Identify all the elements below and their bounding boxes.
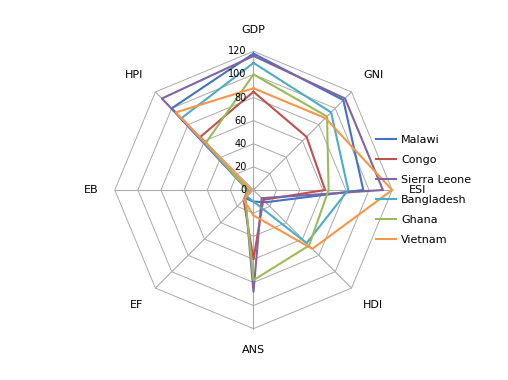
Text: EB: EB (83, 185, 98, 195)
Text: 40: 40 (234, 139, 246, 149)
Text: 120: 120 (228, 46, 246, 56)
Text: GNI: GNI (363, 70, 384, 80)
Text: 0: 0 (240, 185, 246, 195)
Text: ANS: ANS (242, 345, 265, 355)
Text: ESI: ESI (409, 185, 426, 195)
Text: 20: 20 (234, 162, 246, 172)
Legend: Malawi, Congo, Sierra Leone, Bangladesh, Ghana, Vietnam: Malawi, Congo, Sierra Leone, Bangladesh,… (371, 131, 476, 249)
Text: 80: 80 (234, 93, 246, 103)
Text: 60: 60 (234, 116, 246, 126)
Text: 100: 100 (228, 70, 246, 79)
Text: HPI: HPI (125, 70, 144, 80)
Text: HDI: HDI (363, 300, 384, 310)
Text: EF: EF (130, 300, 144, 310)
Text: GDP: GDP (241, 25, 265, 35)
